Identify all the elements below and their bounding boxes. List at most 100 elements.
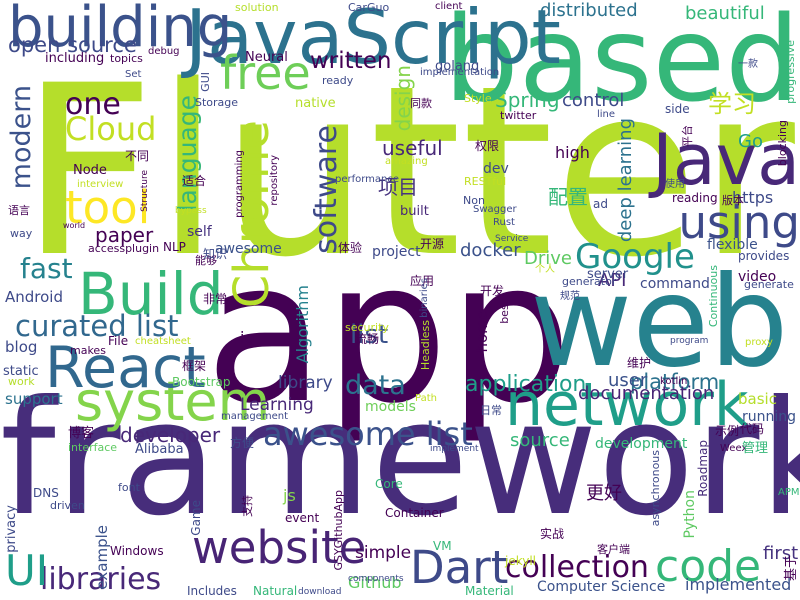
cloud-word: world: [63, 221, 86, 230]
cloud-word: GUI: [199, 72, 212, 92]
cloud-word: models: [365, 399, 416, 415]
cloud-word: Non: [463, 194, 485, 207]
cloud-word: way: [10, 227, 33, 240]
cloud-word: ad: [593, 197, 608, 211]
cloud-word: awesome list: [263, 415, 473, 453]
cloud-word: server: [587, 267, 629, 282]
cloud-word: 同款: [410, 97, 432, 110]
cloud-word: Learning: [240, 395, 314, 415]
cloud-word: Material: [465, 584, 514, 598]
cloud-word: framework: [0, 367, 800, 551]
cloud-word: client: [435, 1, 463, 12]
cloud-word: useful: [382, 136, 443, 160]
cloud-word: DNS: [33, 486, 59, 500]
cloud-word: Natural: [253, 584, 298, 598]
cloud-word: implemented: [685, 575, 792, 594]
cloud-word: 管理: [742, 441, 769, 456]
cloud-word: 非常: [203, 292, 228, 306]
cloud-word: Google: [575, 237, 695, 277]
cloud-word: amazing: [385, 156, 428, 167]
cloud-word: Container: [385, 506, 444, 520]
cloud-word: 客户端: [597, 543, 630, 556]
cloud-word: Python: [682, 490, 698, 539]
cloud-word: line: [597, 109, 616, 120]
cloud-word: io: [240, 328, 255, 347]
cloud-word: 基于: [784, 555, 799, 582]
cloud-word: beautiful: [685, 3, 765, 24]
cloud-word: fast: [20, 252, 73, 285]
cloud-word: distributed: [540, 0, 638, 21]
cloud-word: static: [3, 364, 39, 379]
cloud-word: bypass: [175, 206, 207, 216]
cloud-word: golang: [435, 59, 480, 74]
cloud-word: system: [75, 370, 271, 433]
cloud-word: Spring: [495, 88, 560, 112]
cloud-word: docker: [460, 240, 521, 261]
cloud-word: simple: [355, 543, 412, 563]
cloud-word: Path: [415, 393, 437, 404]
cloud-word: 维护: [627, 356, 652, 370]
cloud-word: 开发: [480, 284, 505, 298]
cloud-word: driven: [50, 499, 85, 512]
cloud-word: privacy: [4, 505, 19, 553]
cloud-word: website: [192, 521, 367, 574]
cloud-word: JavaScript: [185, 0, 561, 81]
cloud-word: Roadmap: [696, 440, 710, 497]
cloud-word: 语言: [8, 204, 30, 217]
cloud-word: work: [8, 375, 35, 388]
cloud-word: using: [678, 196, 800, 249]
cloud-word: native: [295, 96, 336, 111]
cloud-word: RESTful: [464, 175, 507, 188]
cloud-word: Node: [73, 163, 107, 178]
cloud-word: debug: [148, 46, 180, 57]
cloud-word: kotlin: [660, 376, 688, 387]
cloud-word: 博客: [68, 426, 95, 441]
cloud-word: asynchronous: [649, 450, 662, 527]
cloud-word: network: [505, 370, 749, 440]
cloud-word: Build: [78, 260, 224, 328]
cloud-word: application: [465, 372, 587, 397]
cloud-word: user: [608, 370, 648, 391]
cloud-word: https: [732, 188, 774, 207]
cloud-word: 代码: [740, 422, 765, 436]
cloud-word: 项目: [378, 175, 418, 199]
cloud-word: Alibaba: [135, 442, 184, 457]
cloud-word: Swagger: [473, 204, 517, 215]
cloud-word: reading: [672, 191, 718, 205]
cloud-word: 流畅: [355, 332, 380, 346]
cloud-word: Bootstrap: [172, 375, 231, 389]
cloud-word: Flutter: [20, 36, 795, 309]
cloud-word: jekyll: [505, 554, 537, 568]
cloud-word: Cloud: [65, 110, 157, 148]
cloud-word: basic: [738, 390, 777, 408]
cloud-word: CarGuo: [348, 1, 390, 14]
cloud-word: 规范: [560, 291, 580, 302]
cloud-word: 学习: [708, 90, 756, 118]
cloud-word: interview: [77, 179, 124, 190]
cloud-word: libraries: [40, 562, 162, 597]
cloud-word: program: [670, 336, 709, 346]
cloud-word: blocking: [776, 120, 789, 167]
cloud-word: free: [220, 46, 311, 100]
cloud-word: running: [742, 409, 797, 425]
cloud-word: UI: [5, 546, 49, 595]
cloud-word: Includes: [187, 584, 237, 598]
cloud-word: open source: [8, 33, 137, 57]
cloud-word: 平台: [681, 125, 694, 147]
cloud-word: implementation: [420, 67, 500, 78]
cloud-word: 配置: [548, 185, 588, 209]
cloud-word: example: [93, 525, 111, 590]
cloud-word: Computer Science: [537, 579, 666, 595]
cloud-word: paper: [95, 223, 154, 247]
cloud-word: API: [598, 270, 627, 291]
cloud-word: performance: [335, 174, 400, 185]
cloud-word: Java: [652, 119, 800, 201]
cloud-word: 一款: [738, 59, 758, 70]
cloud-word: solution: [235, 1, 279, 14]
cloud-word: event: [285, 511, 320, 525]
cloud-word: dev: [483, 161, 509, 177]
cloud-word: provides: [738, 249, 790, 263]
cloud-word: development: [595, 436, 688, 452]
cloud-word: Service: [495, 234, 529, 244]
